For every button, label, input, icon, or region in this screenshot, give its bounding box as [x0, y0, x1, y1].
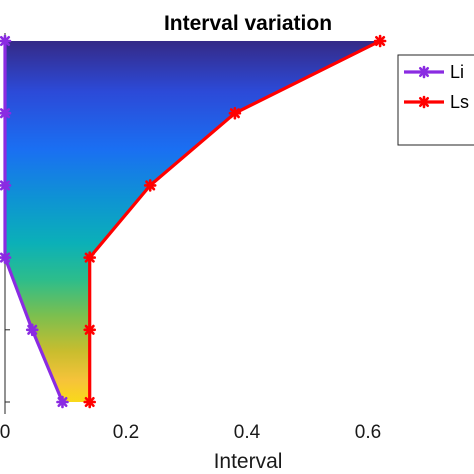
- series-layer: [0, 34, 387, 409]
- data-point-li: [56, 395, 69, 409]
- interval-fill-area: [5, 41, 381, 402]
- data-point-ls: [83, 323, 96, 337]
- data-point-ls: [373, 34, 387, 48]
- data-point-li: [0, 179, 12, 192]
- data-point-ls: [228, 106, 242, 120]
- data-point-ls: [143, 179, 157, 192]
- legend-label-li: Li: [450, 62, 464, 82]
- x-tick-label: 0: [0, 422, 10, 443]
- legend: Li Ls: [397, 54, 474, 146]
- x-tick-label: 0.4: [234, 422, 261, 443]
- legend-marker-ls: [417, 95, 431, 109]
- data-point-li: [0, 34, 12, 48]
- data-point-ls: [83, 395, 96, 409]
- legend-marker-li: [417, 65, 431, 79]
- x-tick-label: 0.6: [355, 422, 381, 443]
- legend-items: Li Ls: [404, 62, 469, 112]
- chart-title: Interval variation: [164, 12, 332, 35]
- legend-label-ls: Ls: [450, 92, 469, 112]
- x-tick-label: 0.2: [113, 422, 139, 443]
- data-point-li: [25, 323, 39, 337]
- series-line-li: [3, 41, 64, 403]
- x-axis-label: Interval: [214, 450, 283, 473]
- data-point-li: [0, 251, 12, 264]
- series-line-ls: [88, 39, 381, 402]
- data-point-ls: [83, 251, 96, 264]
- data-point-li: [0, 106, 12, 120]
- x-axis-ticks: 0 0.2 0.4 0.6: [0, 422, 381, 443]
- legend-box: [397, 54, 474, 146]
